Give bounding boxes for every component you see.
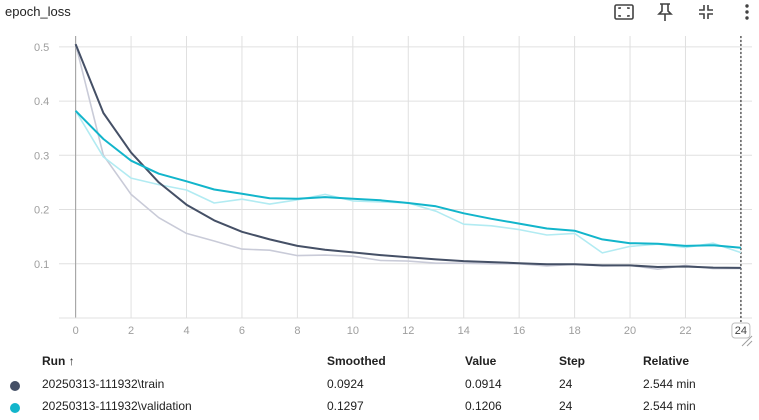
x-tick-label: 24 xyxy=(735,325,747,337)
col-header-step[interactable]: Step xyxy=(559,354,586,368)
x-tick-label: 10 xyxy=(347,325,359,337)
x-tick-label: 6 xyxy=(239,325,245,337)
card-title: epoch_loss xyxy=(5,4,71,19)
card-toolbar xyxy=(599,0,759,24)
relative-time: 2.544 min xyxy=(643,377,696,391)
collapse-icon[interactable] xyxy=(695,1,717,23)
more-vert-icon[interactable] xyxy=(736,1,758,23)
y-tick-label: 0.4 xyxy=(34,96,49,108)
x-tick-label: 2 xyxy=(128,325,134,337)
step-value: 24 xyxy=(559,377,573,391)
x-tick-highlight xyxy=(731,322,751,339)
step-value: 24 xyxy=(559,399,573,413)
x-tick-label: 0 xyxy=(73,325,79,337)
run-name: 20250313-111932\validation xyxy=(42,399,192,413)
raw-value: 0.1206 xyxy=(465,399,502,413)
raw-value: 0.0914 xyxy=(465,377,502,391)
run-color-dot xyxy=(10,381,20,391)
series-line-train-smoothed xyxy=(74,43,741,269)
y-tick-label: 0.2 xyxy=(34,205,49,217)
table-row[interactable]: 20250313-111932\validation 0.1297 0.1206… xyxy=(0,396,759,418)
x-tick-label: 14 xyxy=(458,325,470,337)
line-chart[interactable]: 0.10.20.30.40.50 2 4 6 8 10 12 14 16 18 20 22 24 xyxy=(0,0,759,350)
pin-icon[interactable] xyxy=(654,1,676,23)
x-tick-label: 8 xyxy=(294,325,300,337)
col-header-value[interactable]: Value xyxy=(465,354,497,368)
x-tick-label: 4 xyxy=(183,325,189,337)
y-tick-label: 0.5 xyxy=(34,42,49,54)
x-tick-label: 20 xyxy=(624,325,636,337)
x-tick-label: 18 xyxy=(568,325,580,337)
x-tick-label: 12 xyxy=(402,325,414,337)
smoothed-value: 0.0924 xyxy=(327,377,364,391)
run-color-dot xyxy=(10,403,20,413)
run-name: 20250313-111932\train xyxy=(42,377,165,391)
smoothed-value: 0.1297 xyxy=(327,399,364,413)
table-row[interactable]: 20250313-111932\train 0.0924 0.0914 24 2… xyxy=(0,374,759,396)
fit-domain-icon[interactable] xyxy=(613,1,635,23)
col-header-smoothed[interactable]: Smoothed xyxy=(327,354,386,368)
resize-handle-icon xyxy=(741,335,753,347)
relative-time: 2.544 min xyxy=(643,399,696,413)
col-header-run[interactable]: Run ↑ xyxy=(42,354,75,368)
y-tick-label: 0.3 xyxy=(34,150,49,162)
series-line-validation-smoothed xyxy=(74,110,741,249)
col-header-relative[interactable]: Relative xyxy=(643,354,690,368)
x-tick-label: 16 xyxy=(513,325,525,337)
x-tick-label: 22 xyxy=(679,325,691,337)
y-tick-label: 0.1 xyxy=(34,259,49,271)
runs-table: Run ↑ Smoothed Value Step Relative 20250… xyxy=(0,348,759,420)
